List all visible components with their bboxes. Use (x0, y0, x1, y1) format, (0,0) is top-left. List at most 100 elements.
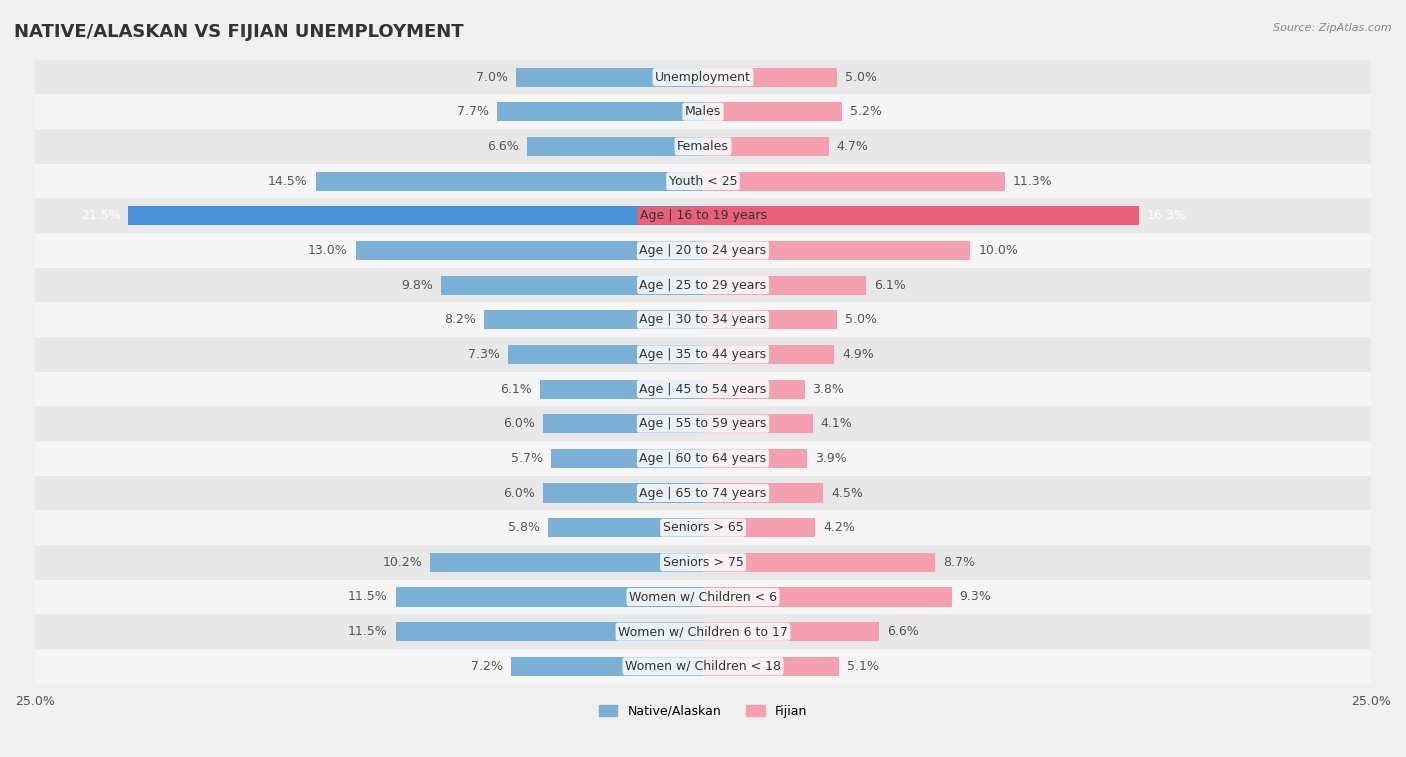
Text: 5.1%: 5.1% (848, 660, 879, 673)
Text: Age | 20 to 24 years: Age | 20 to 24 years (640, 244, 766, 257)
Bar (35, 95, 1371, 129)
Bar (703, 414, 813, 433)
Text: Unemployment: Unemployment (655, 70, 751, 83)
Bar (703, 484, 824, 503)
Text: Source: ZipAtlas.com: Source: ZipAtlas.com (1274, 23, 1392, 33)
Bar (35, 407, 1371, 441)
Text: 10.0%: 10.0% (979, 244, 1018, 257)
Text: 8.2%: 8.2% (444, 313, 475, 326)
Bar (35, 302, 1371, 337)
Bar (703, 518, 815, 537)
Bar (703, 276, 866, 294)
Text: 7.2%: 7.2% (471, 660, 502, 673)
Bar (395, 587, 703, 606)
Bar (395, 622, 703, 641)
Bar (35, 372, 1371, 407)
Bar (510, 657, 703, 676)
Bar (703, 345, 834, 364)
Text: 4.1%: 4.1% (821, 417, 852, 430)
Bar (35, 198, 1371, 233)
Bar (35, 60, 1371, 95)
Text: Women w/ Children < 18: Women w/ Children < 18 (626, 660, 780, 673)
Bar (703, 553, 935, 572)
Bar (543, 414, 703, 433)
Bar (703, 622, 879, 641)
Bar (703, 102, 842, 121)
Bar (35, 475, 1371, 510)
Text: 7.3%: 7.3% (468, 348, 501, 361)
Bar (703, 206, 1139, 226)
Bar (35, 164, 1371, 198)
Bar (543, 484, 703, 503)
Text: Age | 16 to 19 years: Age | 16 to 19 years (640, 209, 766, 223)
Text: Age | 45 to 54 years: Age | 45 to 54 years (640, 382, 766, 396)
Text: Seniors > 75: Seniors > 75 (662, 556, 744, 569)
Text: Age | 25 to 29 years: Age | 25 to 29 years (640, 279, 766, 291)
Bar (703, 587, 952, 606)
Text: 16.3%: 16.3% (1147, 209, 1187, 223)
Bar (315, 172, 703, 191)
Bar (35, 337, 1371, 372)
Bar (35, 268, 1371, 302)
Text: 6.0%: 6.0% (503, 417, 534, 430)
Text: Age | 30 to 34 years: Age | 30 to 34 years (640, 313, 766, 326)
Bar (35, 129, 1371, 164)
Bar (703, 137, 828, 156)
Text: 9.3%: 9.3% (959, 590, 991, 603)
Bar (540, 379, 703, 399)
Text: Age | 65 to 74 years: Age | 65 to 74 years (640, 487, 766, 500)
Text: NATIVE/ALASKAN VS FIJIAN UNEMPLOYMENT: NATIVE/ALASKAN VS FIJIAN UNEMPLOYMENT (14, 23, 464, 41)
Text: 10.2%: 10.2% (382, 556, 422, 569)
Text: 5.2%: 5.2% (851, 105, 882, 118)
Text: Women w/ Children 6 to 17: Women w/ Children 6 to 17 (619, 625, 787, 638)
Bar (548, 518, 703, 537)
Text: 7.7%: 7.7% (457, 105, 489, 118)
Text: 6.1%: 6.1% (501, 382, 531, 396)
Text: 4.7%: 4.7% (837, 140, 869, 153)
Text: 4.9%: 4.9% (842, 348, 873, 361)
Bar (703, 379, 804, 399)
Text: Women w/ Children < 6: Women w/ Children < 6 (628, 590, 778, 603)
Text: 4.2%: 4.2% (824, 521, 855, 534)
Text: 6.1%: 6.1% (875, 279, 905, 291)
Bar (703, 449, 807, 468)
Bar (527, 137, 703, 156)
Text: Males: Males (685, 105, 721, 118)
Text: Youth < 25: Youth < 25 (669, 175, 737, 188)
Bar (128, 206, 703, 226)
Bar (35, 233, 1371, 268)
Text: 11.5%: 11.5% (347, 625, 388, 638)
Text: Age | 60 to 64 years: Age | 60 to 64 years (640, 452, 766, 465)
Bar (35, 545, 1371, 580)
Bar (551, 449, 703, 468)
Bar (356, 241, 703, 260)
Text: 13.0%: 13.0% (308, 244, 347, 257)
Bar (508, 345, 703, 364)
Bar (35, 649, 1371, 684)
Text: 3.9%: 3.9% (815, 452, 846, 465)
Text: Females: Females (678, 140, 728, 153)
Text: 7.0%: 7.0% (475, 70, 508, 83)
Bar (441, 276, 703, 294)
Bar (498, 102, 703, 121)
Text: Age | 55 to 59 years: Age | 55 to 59 years (640, 417, 766, 430)
Text: Seniors > 65: Seniors > 65 (662, 521, 744, 534)
Text: 5.0%: 5.0% (845, 313, 876, 326)
Bar (703, 657, 839, 676)
Bar (35, 615, 1371, 649)
Text: 3.8%: 3.8% (813, 382, 845, 396)
Text: 14.5%: 14.5% (267, 175, 308, 188)
Text: 6.6%: 6.6% (887, 625, 920, 638)
Text: 6.0%: 6.0% (503, 487, 534, 500)
Text: 4.5%: 4.5% (831, 487, 863, 500)
Text: 5.0%: 5.0% (845, 70, 876, 83)
Bar (484, 310, 703, 329)
Text: 8.7%: 8.7% (943, 556, 976, 569)
Bar (703, 310, 837, 329)
Legend: Native/Alaskan, Fijian: Native/Alaskan, Fijian (593, 699, 813, 723)
Bar (703, 67, 837, 86)
Text: 6.6%: 6.6% (486, 140, 519, 153)
Bar (35, 510, 1371, 545)
Text: 5.7%: 5.7% (510, 452, 543, 465)
Text: 21.5%: 21.5% (80, 209, 121, 223)
